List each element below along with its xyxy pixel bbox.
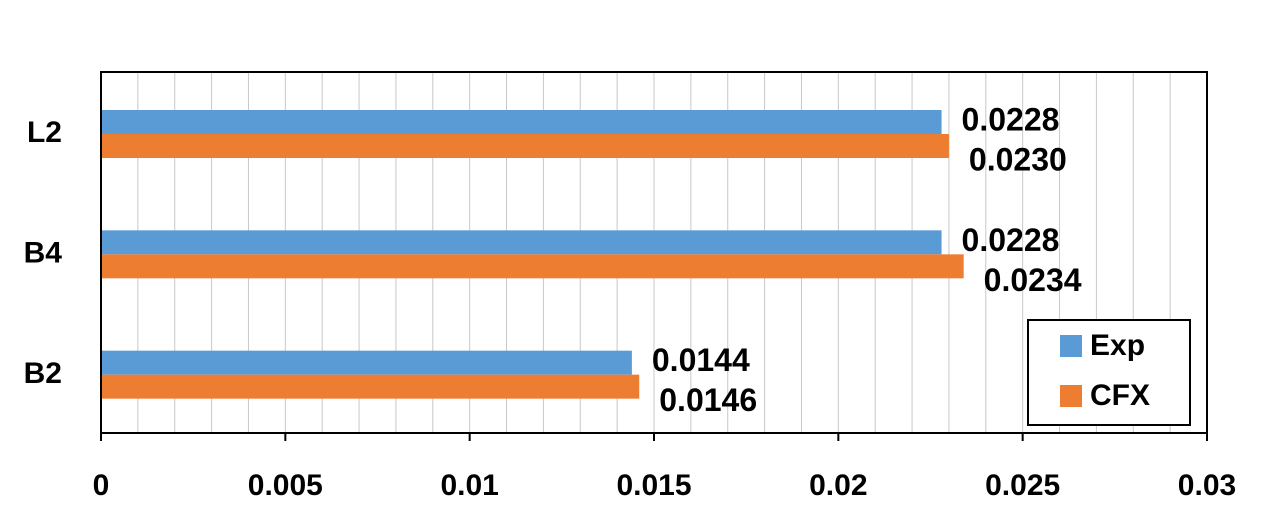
bar [101,230,942,255]
legend-label: Exp [1090,329,1145,362]
bar [101,134,949,158]
legend-label: CFX [1090,379,1150,412]
x-tick-label: 0.02 [809,469,867,502]
data-label: 0.0234 [984,262,1082,298]
bar [101,110,942,134]
y-tick-label: B2 [24,357,62,390]
bar [101,374,640,399]
legend-swatch [1060,335,1082,357]
x-tick-label: 0.01 [440,469,498,502]
data-label: 0.0230 [969,141,1067,177]
x-tick-label: 0.025 [985,469,1060,502]
data-label: 0.0146 [659,382,757,418]
x-tick-label: 0.03 [1178,469,1236,502]
bar [101,350,632,375]
x-tick-label: 0 [93,469,110,502]
data-label: 0.0228 [962,101,1060,137]
legend-box [1027,319,1191,426]
legend: Exp CFX [1027,319,1191,426]
x-tick-label: 0.005 [248,469,323,502]
data-label: 0.0144 [652,342,750,378]
legend-swatch [1060,385,1082,407]
x-tick-label: 0.015 [616,469,691,502]
y-tick-label: B4 [24,236,63,269]
plot-frame [100,71,1208,434]
y-tick-label: L2 [27,116,62,149]
data-label: 0.0228 [962,222,1060,258]
bar [101,254,964,279]
